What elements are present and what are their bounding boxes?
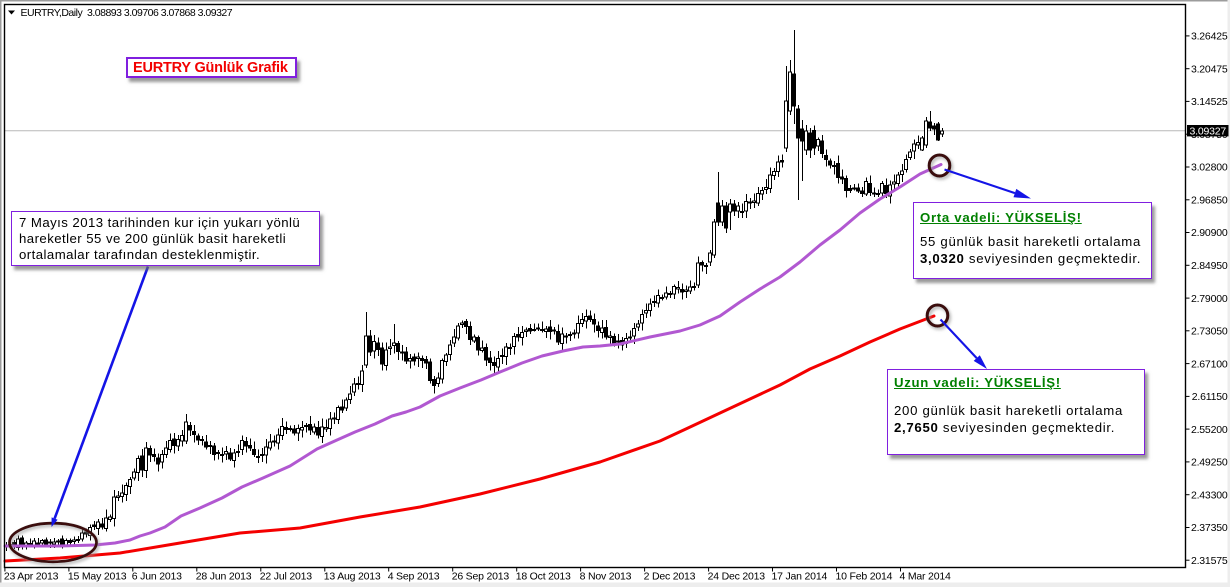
svg-text:3.14525: 3.14525 <box>1191 96 1228 108</box>
svg-text:2.90900: 2.90900 <box>1191 227 1228 239</box>
svg-text:3.09327: 3.09327 <box>1190 125 1227 137</box>
svg-text:2.67100: 2.67100 <box>1191 358 1228 370</box>
svg-text:2.31575: 2.31575 <box>1191 555 1228 567</box>
svg-text:2 Dec 2013: 2 Dec 2013 <box>644 571 696 583</box>
svg-text:17 Jan 2014: 17 Jan 2014 <box>772 571 828 583</box>
svg-text:3.26425: 3.26425 <box>1191 31 1228 43</box>
svg-text:8 Nov 2013: 8 Nov 2013 <box>580 571 632 583</box>
svg-text:2.43300: 2.43300 <box>1191 489 1228 501</box>
svg-text:2.79000: 2.79000 <box>1191 293 1228 305</box>
svg-text:6 Jun 2013: 6 Jun 2013 <box>132 571 182 583</box>
svg-text:26 Sep 2013: 26 Sep 2013 <box>452 571 510 583</box>
svg-text:18 Oct 2013: 18 Oct 2013 <box>516 571 571 583</box>
svg-text:4 Mar 2014: 4 Mar 2014 <box>900 571 951 583</box>
svg-text:2.61150: 2.61150 <box>1192 391 1228 403</box>
svg-text:15 May 2013: 15 May 2013 <box>68 571 127 583</box>
svg-text:2.84950: 2.84950 <box>1191 260 1228 272</box>
svg-text:28 Jun 2013: 28 Jun 2013 <box>196 571 252 583</box>
svg-text:2.55200: 2.55200 <box>1191 424 1228 436</box>
svg-text:4 Sep 2013: 4 Sep 2013 <box>388 571 440 583</box>
svg-text:3.02800: 3.02800 <box>1191 162 1228 174</box>
svg-text:23 Apr 2013: 23 Apr 2013 <box>4 571 59 583</box>
svg-text:10 Feb 2014: 10 Feb 2014 <box>836 571 893 583</box>
svg-text:2.73050: 2.73050 <box>1191 326 1228 338</box>
svg-text:EURTRY,Daily 3.08893 3.09706: EURTRY,Daily 3.08893 3.09706 3.07868 3.0… <box>21 7 233 19</box>
svg-text:2.37350: 2.37350 <box>1191 522 1228 534</box>
svg-text:13 Aug 2013: 13 Aug 2013 <box>324 571 381 583</box>
svg-text:2.96850: 2.96850 <box>1191 195 1228 207</box>
svg-text:22 Jul 2013: 22 Jul 2013 <box>260 571 312 583</box>
svg-text:2.49250: 2.49250 <box>1191 457 1228 469</box>
svg-text:3.20475: 3.20475 <box>1191 63 1228 75</box>
svg-text:24 Dec 2013: 24 Dec 2013 <box>708 571 766 583</box>
